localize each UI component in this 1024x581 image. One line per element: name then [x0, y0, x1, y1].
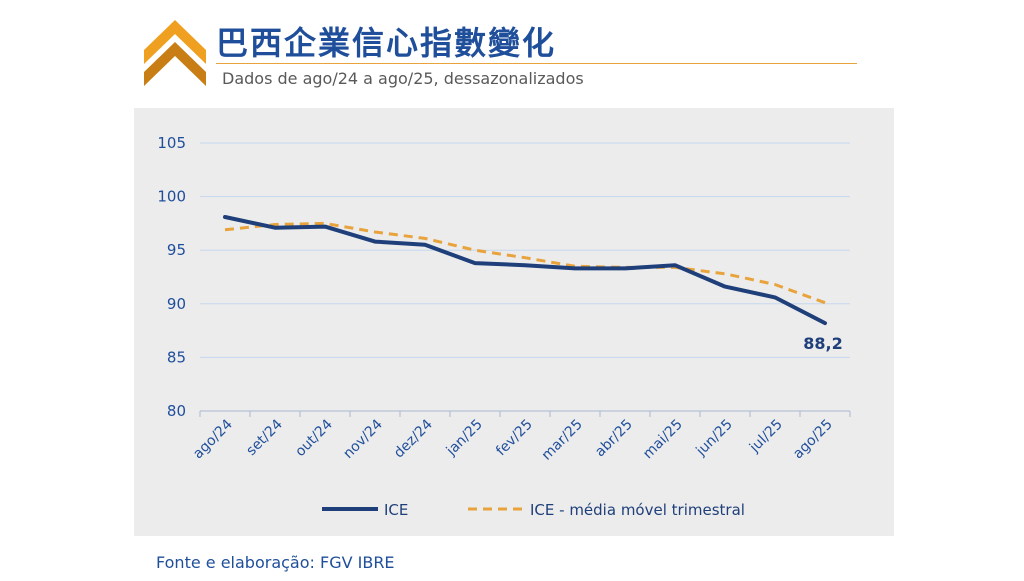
- gridlines: 80 85 90 95 100 105: [157, 134, 850, 420]
- series-line-ice: [223, 215, 827, 326]
- page-title: 巴西企業信心指數變化: [216, 24, 557, 62]
- x-tick-label: abr/25: [592, 417, 636, 461]
- line-chart: 80 85 90 95 100 105 ago/24 set/24 out/24 nov/24 d…: [157, 134, 851, 519]
- source-note: Fonte e elaboração: FGV IBRE: [156, 553, 395, 572]
- x-tick-label: out/24: [292, 416, 336, 460]
- page-subtitle: Dados de ago/24 a ago/25, dessazonalizad…: [222, 69, 584, 88]
- x-tick-label: mai/25: [640, 417, 686, 463]
- x-tick-label: set/24: [243, 416, 285, 458]
- x-tick-label: jan/25: [443, 417, 486, 460]
- data-labels: 88,2: [803, 334, 842, 353]
- x-tick-label: fev/25: [493, 417, 536, 460]
- x-axis: ago/24 set/24 out/24 nov/24 dez/24 jan/25 fev/…: [190, 410, 851, 464]
- y-tick-label: 105: [157, 134, 186, 152]
- x-tick-label: nov/24: [340, 416, 386, 462]
- y-tick-label: 90: [167, 295, 186, 313]
- y-tick-label: 85: [167, 348, 186, 366]
- chevron-up-icon: [144, 20, 206, 86]
- legend-label: ICE - média móvel trimestral: [530, 501, 745, 519]
- y-tick-label: 95: [167, 241, 186, 259]
- x-tick-label: jul/25: [746, 417, 786, 457]
- x-tick-label: dez/24: [391, 416, 436, 461]
- x-tick-label: ago/24: [190, 416, 236, 462]
- legend: ICE ICE - média móvel trimestral: [322, 501, 745, 519]
- legend-label: ICE: [384, 501, 408, 519]
- chart-panel: 80 85 90 95 100 105 ago/24 set/24 out/24 nov/24 d…: [134, 108, 894, 536]
- x-tick-label: jun/25: [693, 417, 736, 460]
- series-line-moving-average: [224, 221, 826, 305]
- data-label-end: 88,2: [803, 334, 842, 353]
- series-lines: [223, 215, 827, 326]
- y-tick-label: 80: [167, 402, 186, 420]
- title-divider: [216, 63, 857, 64]
- x-tick-label: ago/25: [790, 417, 836, 463]
- y-tick-label: 100: [157, 188, 186, 206]
- x-tick-label: mar/25: [539, 417, 586, 464]
